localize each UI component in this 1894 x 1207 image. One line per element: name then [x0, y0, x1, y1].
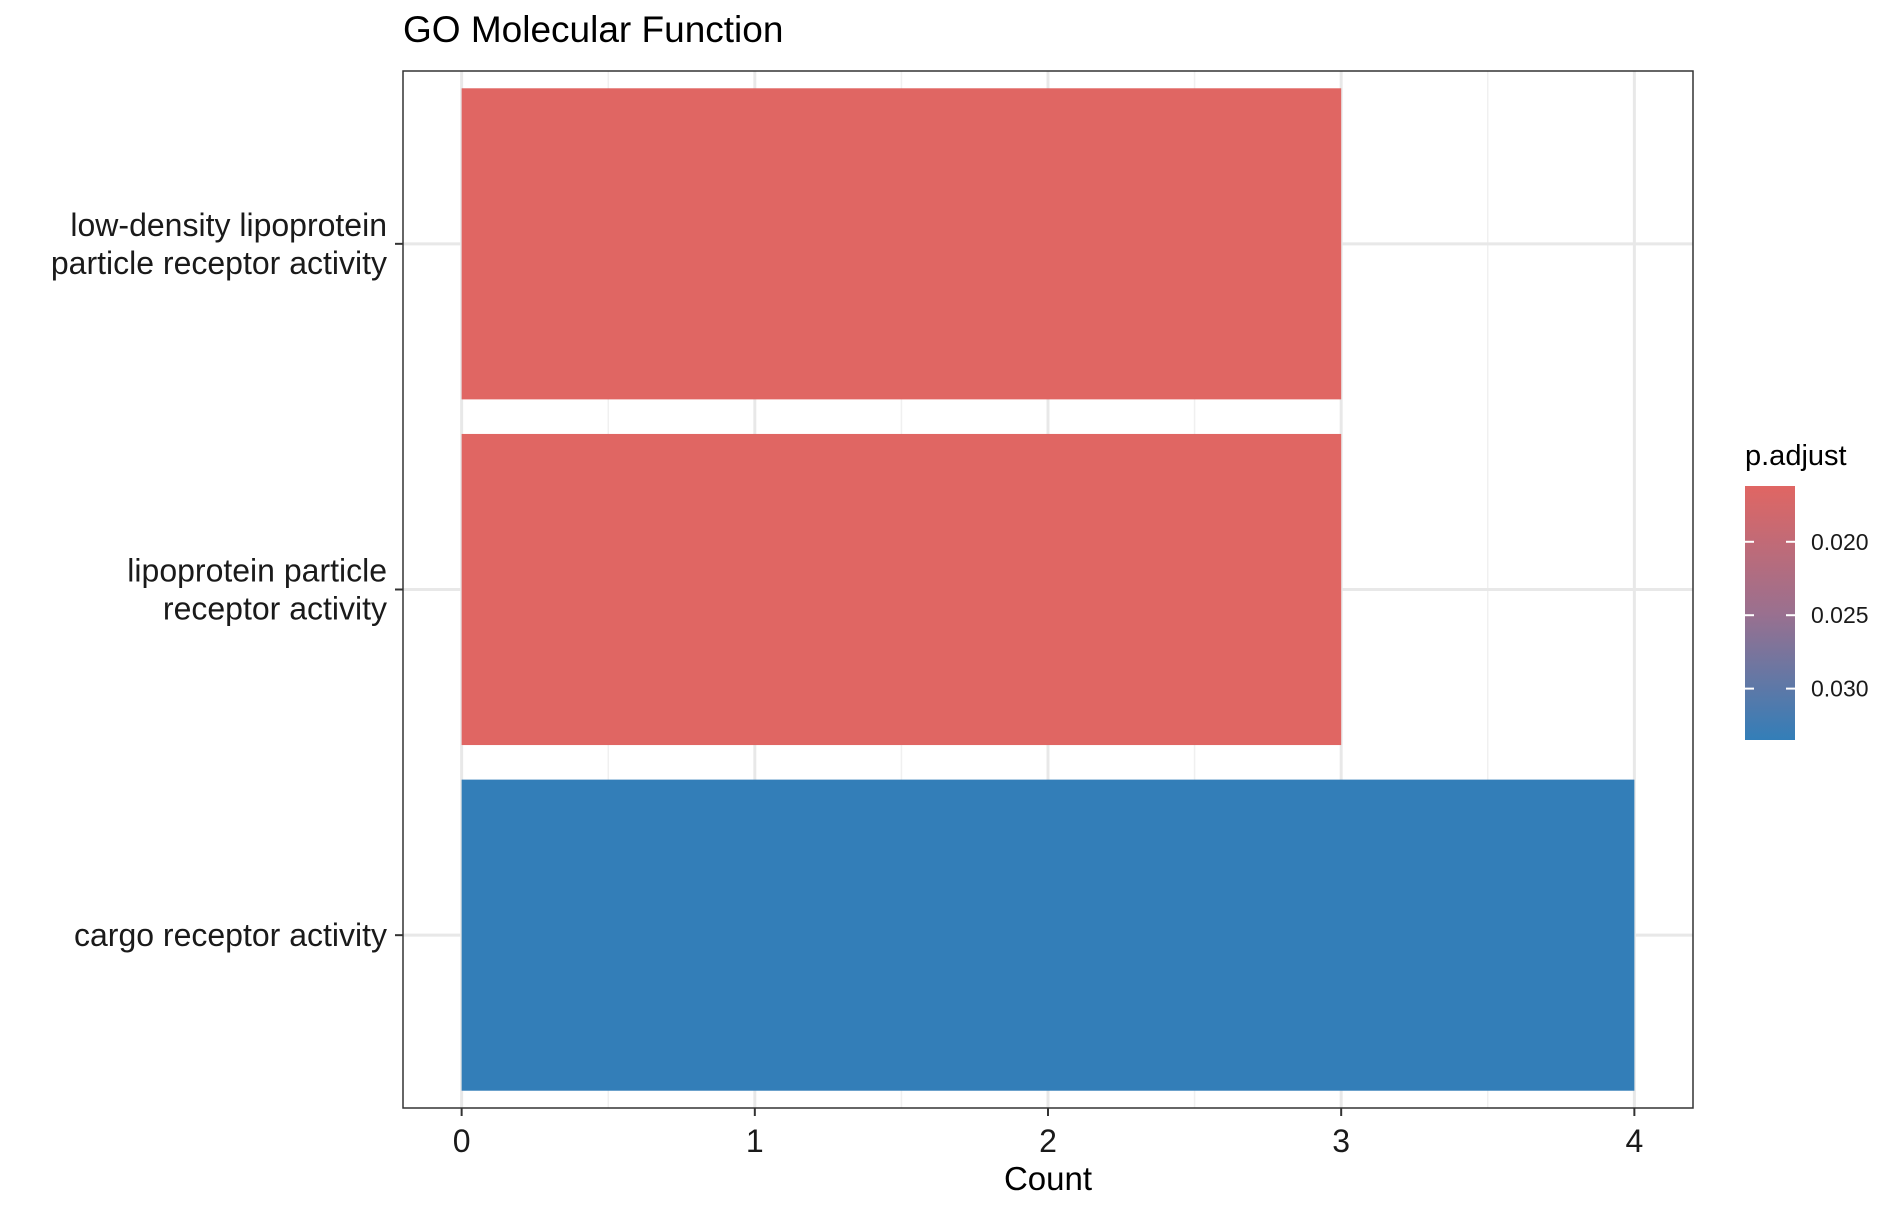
y-axis: low-density lipoprotein particle receptor…: [51, 207, 403, 953]
legend-tick-label: 0.025: [1811, 602, 1869, 628]
bar: [461, 779, 1635, 1091]
x-tick-label: 4: [1625, 1123, 1643, 1159]
legend-title: p.adjust: [1745, 440, 1847, 472]
y-tick-label: low-density lipoprotein particle receptor…: [51, 207, 387, 281]
y-tick-label: cargo receptor activity: [74, 917, 387, 953]
y-tick-label: lipoprotein particle receptor activity: [127, 553, 387, 627]
legend-tick-label: 0.020: [1811, 529, 1869, 555]
x-axis-title: Count: [1004, 1160, 1092, 1197]
chart-title: GO Molecular Function: [403, 9, 783, 50]
x-tick-label: 0: [453, 1123, 471, 1159]
x-tick-label: 3: [1332, 1123, 1350, 1159]
bar: [461, 433, 1342, 746]
x-tick-label: 2: [1039, 1123, 1057, 1159]
legend-ticks: 0.020 0.025 0.030: [1745, 529, 1869, 702]
x-tick-label: 1: [746, 1123, 764, 1159]
bars: [461, 88, 1635, 1091]
x-axis: 0 1 2 3 4: [453, 1108, 1643, 1159]
legend-colorbar: [1745, 486, 1795, 740]
plot-panel: [402, 70, 1694, 1109]
legend-tick-label: 0.030: [1811, 676, 1869, 702]
bar: [461, 88, 1342, 400]
p-adjust-legend: p.adjust 0.020 0.025 0.030: [1745, 440, 1869, 740]
